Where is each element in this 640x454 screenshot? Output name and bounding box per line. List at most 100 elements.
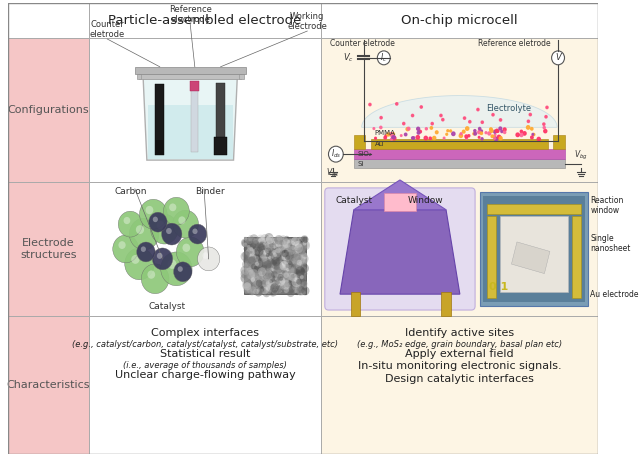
Circle shape <box>263 249 269 255</box>
Circle shape <box>279 283 285 289</box>
Circle shape <box>284 287 289 293</box>
Circle shape <box>265 263 272 271</box>
Circle shape <box>520 133 523 137</box>
Circle shape <box>284 272 289 278</box>
Circle shape <box>271 261 278 269</box>
Circle shape <box>275 266 278 270</box>
Circle shape <box>244 276 249 281</box>
Circle shape <box>275 266 278 270</box>
Circle shape <box>248 244 255 252</box>
Circle shape <box>468 121 471 123</box>
Circle shape <box>242 260 250 268</box>
Bar <box>321 182 598 316</box>
Circle shape <box>478 137 480 138</box>
Circle shape <box>420 106 422 108</box>
Circle shape <box>242 268 248 275</box>
Circle shape <box>251 291 255 295</box>
Circle shape <box>257 235 265 244</box>
Circle shape <box>281 289 285 294</box>
Circle shape <box>291 241 295 245</box>
Circle shape <box>529 114 531 116</box>
Bar <box>355 149 564 159</box>
Circle shape <box>296 279 301 285</box>
Circle shape <box>150 214 178 244</box>
Circle shape <box>289 245 296 252</box>
Circle shape <box>503 128 506 131</box>
Circle shape <box>296 261 302 268</box>
Bar <box>321 316 598 454</box>
Circle shape <box>294 270 302 278</box>
Circle shape <box>277 246 282 251</box>
Circle shape <box>285 283 291 290</box>
Circle shape <box>252 287 260 295</box>
Circle shape <box>264 233 273 242</box>
Circle shape <box>202 252 209 259</box>
Circle shape <box>275 242 282 249</box>
Circle shape <box>271 271 278 278</box>
Circle shape <box>296 250 301 256</box>
Circle shape <box>261 274 267 280</box>
Circle shape <box>266 235 274 244</box>
Circle shape <box>259 285 268 294</box>
Circle shape <box>289 290 293 294</box>
Bar <box>511 242 550 274</box>
Circle shape <box>252 278 255 281</box>
Circle shape <box>162 223 182 245</box>
Circle shape <box>527 120 529 123</box>
Circle shape <box>261 270 268 278</box>
Circle shape <box>292 257 300 266</box>
Circle shape <box>274 261 282 270</box>
Circle shape <box>243 282 250 290</box>
Circle shape <box>274 265 282 274</box>
Circle shape <box>269 253 275 259</box>
Circle shape <box>495 129 499 133</box>
Circle shape <box>250 266 255 271</box>
Circle shape <box>253 289 259 295</box>
Circle shape <box>248 238 252 242</box>
Circle shape <box>516 133 519 137</box>
Circle shape <box>296 283 301 289</box>
Circle shape <box>282 273 288 280</box>
Circle shape <box>250 255 258 264</box>
Circle shape <box>244 244 252 252</box>
Circle shape <box>291 237 294 240</box>
Circle shape <box>279 240 284 245</box>
Circle shape <box>269 245 274 250</box>
Circle shape <box>275 285 282 292</box>
Circle shape <box>275 245 279 249</box>
Circle shape <box>286 252 294 260</box>
Circle shape <box>299 262 307 271</box>
Circle shape <box>396 103 398 105</box>
Circle shape <box>248 238 255 245</box>
Circle shape <box>266 253 269 257</box>
Circle shape <box>259 252 268 260</box>
Circle shape <box>504 131 506 133</box>
Circle shape <box>294 290 300 295</box>
Circle shape <box>297 288 304 296</box>
Circle shape <box>271 264 275 268</box>
Circle shape <box>291 258 296 262</box>
Bar <box>8 3 89 38</box>
Circle shape <box>294 260 297 263</box>
Circle shape <box>286 238 291 243</box>
Bar <box>135 67 246 74</box>
Circle shape <box>552 51 564 65</box>
Text: Si: Si <box>358 161 364 167</box>
Circle shape <box>270 267 274 271</box>
Circle shape <box>289 243 295 249</box>
Circle shape <box>271 257 280 266</box>
Circle shape <box>255 247 263 257</box>
Circle shape <box>281 261 286 266</box>
Circle shape <box>300 264 309 273</box>
Circle shape <box>442 118 444 121</box>
Circle shape <box>266 248 273 256</box>
Circle shape <box>246 262 250 266</box>
Circle shape <box>244 241 247 244</box>
Circle shape <box>300 268 305 272</box>
Circle shape <box>300 269 305 275</box>
Circle shape <box>255 279 259 283</box>
Circle shape <box>257 243 266 253</box>
Circle shape <box>251 263 257 270</box>
Circle shape <box>497 135 500 138</box>
Circle shape <box>283 258 290 266</box>
